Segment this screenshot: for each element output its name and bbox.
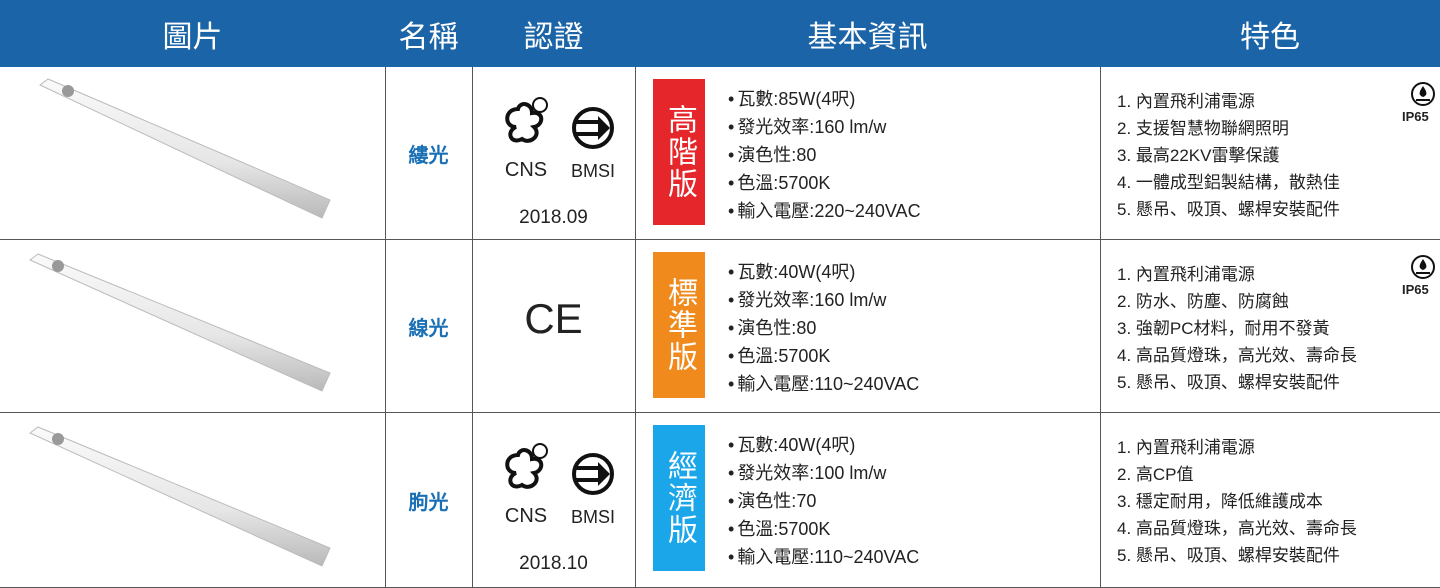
- cns-logo: [505, 443, 548, 489]
- info-item: 演色性:70: [728, 487, 816, 513]
- ip-badge: IP65: [1402, 282, 1429, 297]
- lamp-image: [29, 253, 331, 392]
- info-item: 瓦數:85W(4呎): [728, 85, 855, 111]
- product-name: 線光: [408, 318, 449, 340]
- feature-item: 2. 高CP值: [1117, 465, 1194, 484]
- feature-item: 5. 懸吊、吸頂、螺桿安裝配件: [1117, 546, 1340, 565]
- info-item: 輸入電壓:220~240VAC: [728, 197, 920, 223]
- header-cell: 名稱: [385, 0, 472, 67]
- feature-item: 4. 一體成型鋁製結構，散熱佳: [1117, 173, 1340, 192]
- cert-label: BMSI: [570, 507, 615, 527]
- info-item: 發光效率:100 lm/w: [728, 459, 886, 485]
- column-border: [635, 67, 636, 588]
- header-cell: 圖片: [0, 0, 385, 67]
- row-border: [0, 239, 1440, 240]
- grade-badge: 高階版: [653, 79, 705, 225]
- cert-label: BMSI: [570, 161, 615, 181]
- cert-label: CNS: [504, 159, 548, 181]
- ip-icon: [1411, 82, 1435, 106]
- bmsi-logo: [572, 453, 614, 495]
- grade-badge: 經濟版: [653, 425, 705, 571]
- feature-item: 3. 最高22KV雷擊保護: [1117, 146, 1280, 165]
- info-item: 發光效率:160 lm/w: [728, 113, 886, 139]
- ip-icon: [1411, 255, 1435, 279]
- column-border: [385, 67, 386, 588]
- product-name: 縷光: [408, 145, 449, 167]
- column-border: [1100, 67, 1101, 588]
- info-item: 輸入電壓:110~240VAC: [728, 543, 919, 569]
- cert-label: CNS: [504, 505, 548, 527]
- feature-item: 3. 穩定耐用，降低維護成本: [1117, 492, 1323, 511]
- lamp-image: [39, 78, 331, 219]
- product-name: 朐光: [408, 492, 449, 514]
- info-item: 輸入電壓:110~240VAC: [728, 370, 919, 396]
- lamp-image: [29, 426, 331, 567]
- column-border: [472, 67, 473, 588]
- feature-item: 1. 內置飛利浦電源: [1117, 92, 1255, 111]
- feature-item: 5. 懸吊、吸頂、螺桿安裝配件: [1117, 200, 1340, 219]
- feature-item: 5. 懸吊、吸頂、螺桿安裝配件: [1117, 373, 1340, 392]
- bmsi-logo: [572, 107, 614, 149]
- feature-item: 1. 內置飛利浦電源: [1117, 438, 1255, 457]
- row-border: [0, 412, 1440, 413]
- feature-item: 2. 防水、防塵、防腐蝕: [1117, 292, 1289, 311]
- grade-badge: 標準版: [653, 252, 705, 398]
- feature-item: 1. 內置飛利浦電源: [1117, 265, 1255, 284]
- ip-badge: IP65: [1402, 109, 1429, 124]
- cert-date: 2018.09: [519, 207, 588, 228]
- info-item: 演色性:80: [728, 141, 816, 167]
- cns-logo: [505, 97, 548, 143]
- feature-item: 3. 強韌PC材料，耐用不發黃: [1117, 319, 1330, 338]
- header-cell: 基本資訊: [635, 0, 1100, 67]
- cert-mark: CE: [524, 295, 583, 342]
- cert-date: 2018.10: [519, 553, 588, 574]
- info-item: 演色性:80: [728, 314, 816, 340]
- info-item: 色溫:5700K: [728, 342, 830, 368]
- info-item: 瓦數:40W(4呎): [728, 258, 855, 284]
- feature-item: 4. 高品質燈珠，高光效、壽命長: [1117, 346, 1357, 365]
- header-cell: 特色: [1100, 0, 1440, 67]
- info-item: 色溫:5700K: [728, 169, 830, 195]
- feature-item: 4. 高品質燈珠，高光效、壽命長: [1117, 519, 1357, 538]
- info-item: 發光效率:160 lm/w: [728, 286, 886, 312]
- feature-item: 2. 支援智慧物聯網照明: [1117, 119, 1289, 138]
- header-cell: 認證: [472, 0, 635, 67]
- info-item: 瓦數:40W(4呎): [728, 431, 855, 457]
- info-item: 色溫:5700K: [728, 515, 830, 541]
